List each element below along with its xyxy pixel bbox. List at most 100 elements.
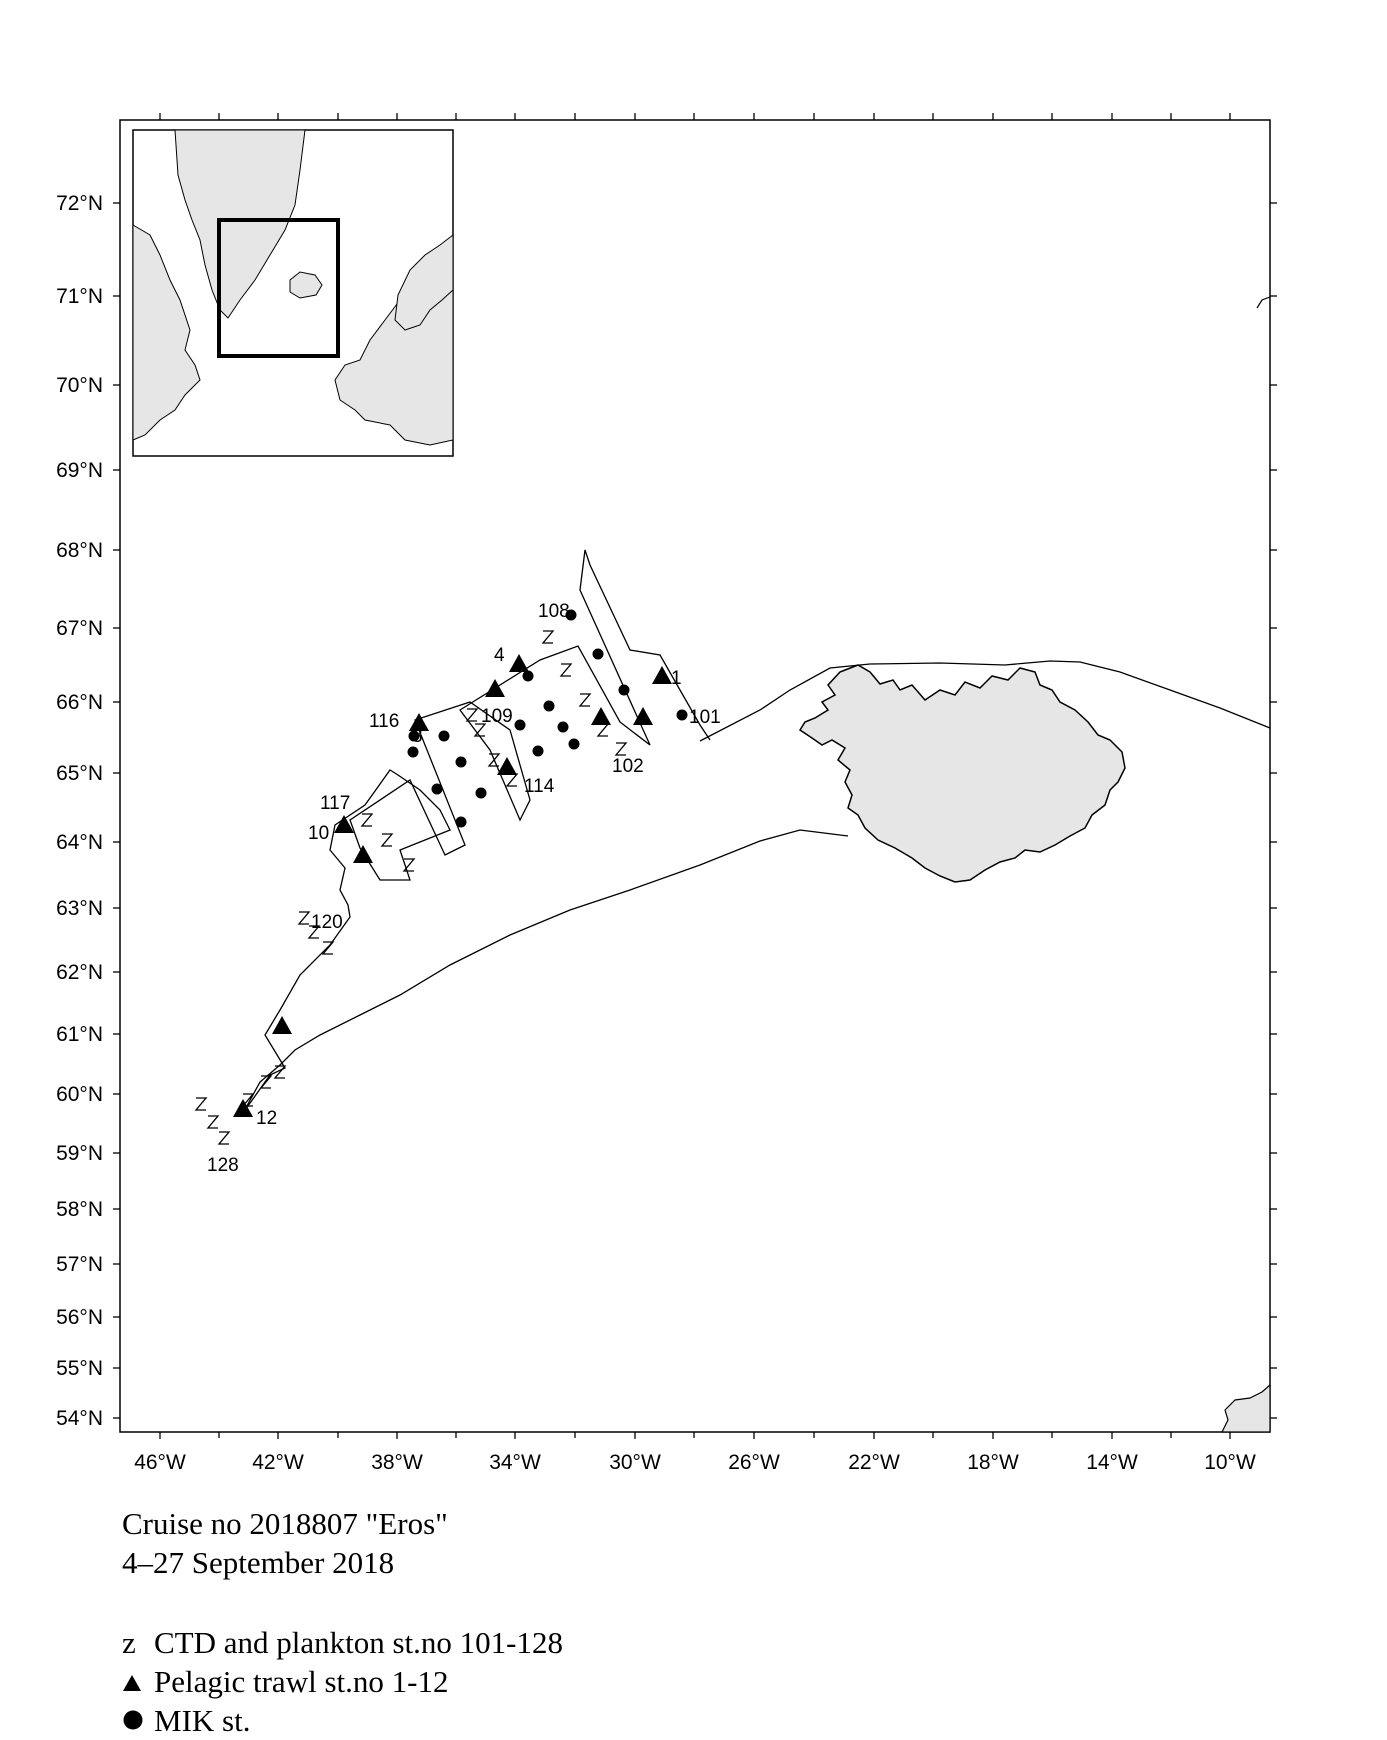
lat-tick-label: 55°N <box>56 1357 103 1380</box>
station-number-label: 116 <box>369 711 399 732</box>
lat-tick-label: 61°N <box>56 1023 103 1046</box>
iceland-landmass <box>798 664 1126 883</box>
legend-z-symbol: z <box>122 1625 136 1660</box>
ctd-station-marker <box>505 773 519 787</box>
ctd-station-marker <box>559 663 573 677</box>
station-number-label: 10 <box>308 823 329 844</box>
ctd-station-marker <box>596 723 610 737</box>
ctd-station-marker <box>614 742 628 756</box>
cruise-title: Cruise no 2018807 "Eros" <box>122 1506 448 1541</box>
lon-tick-label: 34°W <box>489 1451 541 1474</box>
station-number-label: 4 <box>494 645 505 666</box>
mik-station-marker <box>676 709 688 721</box>
mik-station-marker <box>618 684 630 696</box>
station-number-label: 128 <box>207 1155 239 1176</box>
lat-tick-label: 59°N <box>56 1142 103 1165</box>
coastal-cruise-track <box>699 660 1271 742</box>
trawl-station-marker <box>509 654 529 672</box>
mik-station-marker <box>522 670 534 682</box>
lat-tick-label: 69°N <box>56 459 103 482</box>
norway-coast-fragment <box>1221 1383 1271 1433</box>
station-number-label: 102 <box>612 756 644 777</box>
lat-tick-label: 67°N <box>56 617 103 640</box>
trawl-station-marker <box>353 845 373 863</box>
ctd-station-marker <box>194 1097 208 1111</box>
legend-ctd-label: CTD and plankton st.no 101-128 <box>154 1625 563 1660</box>
cruise-dates: 4–27 September 2018 <box>122 1545 395 1580</box>
ctd-station-marker <box>465 708 479 722</box>
legend-mik: MIK st. <box>122 1702 250 1740</box>
lat-tick-label: 66°N <box>56 691 103 714</box>
station-number-label: 120 <box>311 912 343 933</box>
jan-mayen <box>1256 296 1271 309</box>
mik-stations <box>407 609 688 828</box>
station-number-label: 117 <box>320 793 350 814</box>
station-number-label: 114 <box>524 776 555 797</box>
mik-station-marker <box>557 721 569 733</box>
station-labels: 108 4 1 101 116 8 109 102 114 117 10 120 12 128 <box>207 601 721 1176</box>
cruise-track <box>242 549 849 1114</box>
inset-scandinavia <box>394 233 454 331</box>
legend-trawl-label: Pelagic trawl st.no 1-12 <box>154 1664 449 1699</box>
legend-trawl: Pelagic trawl st.no 1-12 <box>122 1663 448 1701</box>
lat-tick-label: 68°N <box>56 539 103 562</box>
mik-station-marker <box>565 609 577 621</box>
inset-greenland <box>174 129 306 319</box>
station-number-label: 12 <box>256 1108 277 1129</box>
lat-tick-label: 58°N <box>56 1198 103 1221</box>
mik-station-marker <box>407 746 419 758</box>
study-area-box <box>217 218 340 358</box>
mik-station-marker <box>568 738 580 750</box>
mik-station-marker <box>431 783 443 795</box>
ctd-station-marker <box>273 1065 287 1079</box>
mik-station-marker <box>455 756 467 768</box>
lon-tick-label: 22°W <box>848 1451 900 1474</box>
station-number-label: 109 <box>481 706 513 727</box>
lat-tick-label: 72°N <box>56 192 103 215</box>
station-number-label: 101 <box>689 707 721 728</box>
ctd-station-marker <box>487 753 501 767</box>
mik-station-marker <box>438 730 450 742</box>
ctd-station-marker <box>297 911 311 925</box>
ctd-station-marker <box>541 630 555 644</box>
lat-tick-label: 71°N <box>56 285 103 308</box>
ctd-station-marker <box>307 925 321 939</box>
pelagic-trawl-stations <box>233 654 672 1117</box>
mik-station-marker <box>455 816 467 828</box>
lon-tick-label: 10°W <box>1204 1451 1256 1474</box>
ctd-station-marker <box>360 813 374 827</box>
inset-overview-map <box>132 129 454 457</box>
circle-icon <box>122 1702 154 1740</box>
trawl-station-marker <box>409 713 429 731</box>
inset-canada <box>132 224 201 441</box>
lat-tick-label: 64°N <box>56 831 103 854</box>
latitude-axis: 72°N 71°N 70°N 69°N 68°N 67°N 66°N 65°N 64°N 63°N… <box>56 192 1277 1430</box>
mik-station-marker <box>592 648 604 660</box>
lon-tick-label: 42°W <box>252 1451 304 1474</box>
trawl-station-marker <box>591 707 611 725</box>
legend-mik-label: MIK st. <box>154 1703 251 1738</box>
station-number-label: 108 <box>538 601 570 622</box>
ctd-station-marker <box>402 858 416 872</box>
lat-tick-label: 62°N <box>56 961 103 984</box>
station-number-label: 8 <box>412 726 423 747</box>
trawl-station-marker <box>272 1016 292 1034</box>
map-frame <box>119 119 1271 1433</box>
lon-tick-label: 14°W <box>1086 1451 1138 1474</box>
lon-tick-label: 38°W <box>371 1451 423 1474</box>
trawl-station-marker <box>497 757 517 775</box>
ctd-station-marker <box>578 693 592 707</box>
trawl-station-marker <box>334 815 354 833</box>
lon-tick-label: 30°W <box>609 1451 661 1474</box>
ctd-station-marker <box>321 941 335 955</box>
lat-tick-label: 54°N <box>56 1407 103 1430</box>
mik-station-marker <box>514 719 526 731</box>
lat-tick-label: 63°N <box>56 897 103 920</box>
trawl-station-marker <box>485 679 505 697</box>
ctd-plankton-stations <box>194 630 628 1145</box>
longitude-axis: 46°W 42°W 38°W 34°W 30°W 26°W 22°W 18°W 14°W 10°W <box>134 113 1256 1474</box>
trawl-station-marker <box>233 1099 253 1117</box>
trawl-station-marker <box>633 707 653 725</box>
lon-tick-label: 26°W <box>728 1451 780 1474</box>
triangle-icon <box>122 1663 154 1701</box>
